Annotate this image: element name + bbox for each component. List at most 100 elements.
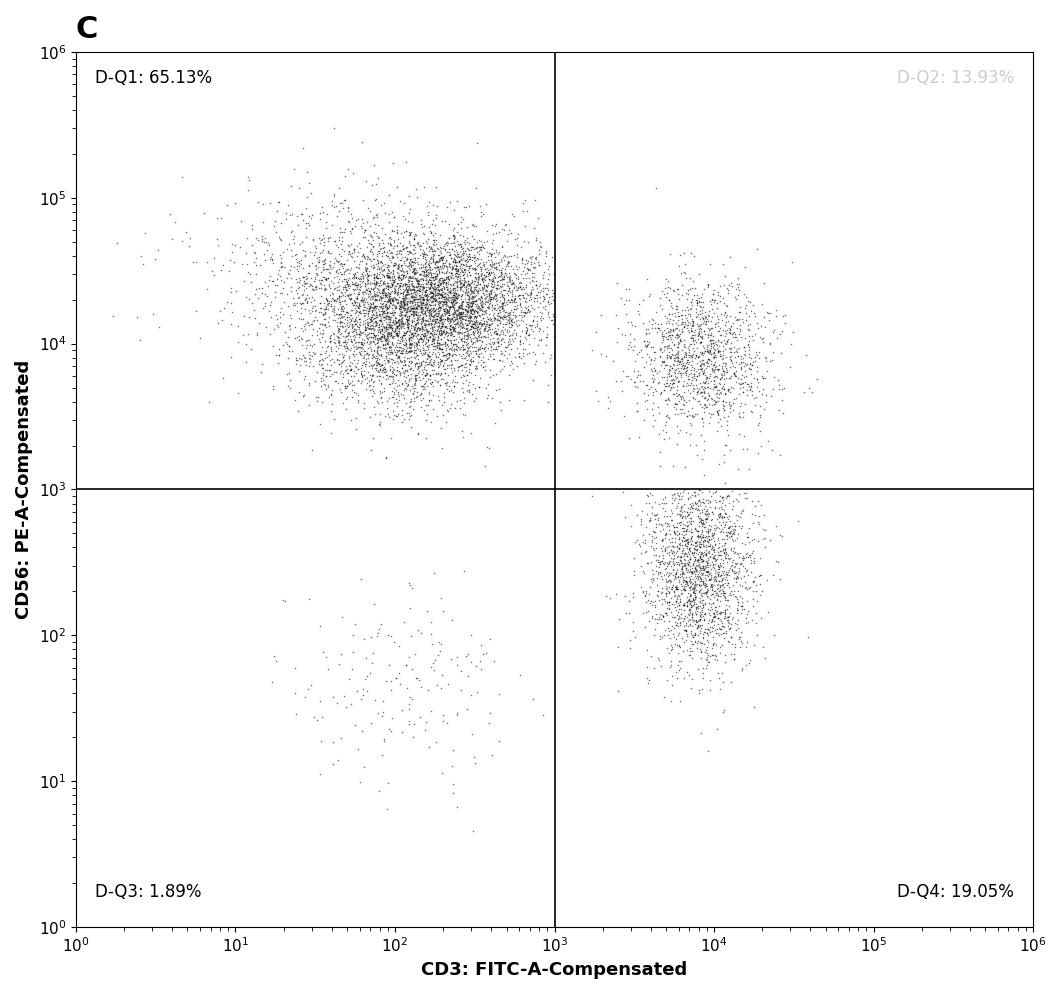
Point (444, 306, 461, 322)
Point (393, 293, 410, 309)
Point (507, 267, 524, 283)
Point (375, 282, 392, 298)
Point (444, 742, 461, 757)
Point (434, 293, 451, 309)
Point (417, 334, 434, 350)
Point (717, 323, 734, 339)
Point (474, 306, 491, 322)
Point (364, 325, 381, 341)
Point (436, 310, 453, 326)
Point (424, 297, 441, 313)
Point (383, 334, 400, 350)
Point (409, 361, 426, 377)
Point (697, 506, 714, 522)
Point (495, 290, 512, 306)
Point (705, 582, 722, 598)
Point (654, 538, 671, 554)
Point (656, 503, 673, 519)
Point (708, 581, 725, 597)
Point (405, 289, 422, 305)
Point (391, 258, 408, 274)
Point (674, 520, 691, 536)
Point (445, 385, 462, 401)
Point (367, 292, 384, 308)
Point (747, 570, 764, 585)
Point (395, 208, 412, 224)
Point (347, 316, 364, 332)
Point (725, 565, 742, 580)
Point (387, 298, 404, 314)
Point (389, 363, 406, 379)
Point (704, 582, 721, 598)
Point (645, 374, 662, 390)
Point (397, 311, 414, 327)
Point (396, 327, 413, 343)
Point (742, 356, 759, 372)
Point (345, 275, 362, 291)
Point (468, 234, 485, 249)
Point (686, 361, 703, 377)
Point (686, 594, 703, 610)
Point (409, 309, 426, 325)
Point (344, 323, 361, 339)
Point (691, 293, 708, 309)
Point (662, 358, 679, 374)
Point (467, 265, 484, 281)
Point (428, 286, 445, 302)
Point (653, 595, 670, 611)
Point (456, 246, 473, 261)
Point (478, 283, 495, 299)
Point (349, 339, 366, 355)
Point (712, 557, 729, 573)
Point (648, 552, 665, 568)
Point (331, 255, 348, 271)
Point (476, 277, 493, 293)
Point (697, 571, 714, 586)
Point (381, 344, 398, 360)
Point (423, 315, 440, 331)
Point (462, 305, 479, 321)
Point (356, 363, 373, 379)
Point (358, 263, 375, 279)
Point (670, 488, 687, 504)
Point (708, 308, 725, 324)
Point (664, 641, 681, 657)
Point (498, 308, 515, 324)
Point (715, 675, 732, 691)
Point (693, 388, 710, 404)
Point (452, 306, 469, 322)
Point (338, 270, 355, 286)
Point (668, 297, 685, 313)
Point (370, 170, 387, 186)
Point (379, 268, 396, 284)
Point (528, 251, 545, 267)
Point (363, 302, 380, 318)
Point (461, 362, 478, 378)
Point (448, 342, 465, 358)
Point (412, 282, 429, 298)
Point (494, 299, 511, 315)
Point (465, 749, 482, 765)
Point (476, 286, 493, 302)
Point (430, 289, 447, 305)
Point (401, 297, 418, 313)
Point (638, 338, 655, 354)
Point (426, 335, 443, 351)
Point (690, 502, 707, 518)
Point (465, 293, 482, 309)
Point (359, 345, 376, 361)
Point (335, 349, 352, 365)
Point (457, 252, 474, 268)
Point (409, 340, 426, 356)
Point (434, 347, 451, 363)
Point (654, 500, 671, 516)
Point (716, 502, 733, 518)
Point (429, 261, 446, 277)
Point (734, 579, 751, 594)
Point (687, 561, 704, 577)
Point (442, 324, 459, 340)
Point (515, 287, 532, 303)
Point (350, 260, 367, 276)
Point (467, 219, 484, 235)
Point (692, 334, 709, 350)
